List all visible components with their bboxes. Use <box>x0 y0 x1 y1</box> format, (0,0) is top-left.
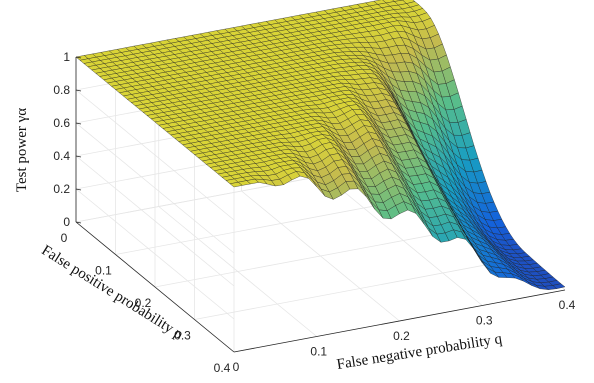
y-tick-label-4: 0.4 <box>214 361 231 375</box>
y-tick-label-0: 0 <box>61 231 68 245</box>
grid-line-yfloor-3 <box>194 257 526 320</box>
surface-mesh <box>75 0 566 290</box>
z-axis-label: Test power γα <box>14 108 30 192</box>
x-axis-line <box>233 289 566 353</box>
z-tick-label-4: 0.8 <box>53 83 70 97</box>
axes <box>75 57 566 353</box>
y-tick-label-2: 0.2 <box>135 296 152 310</box>
z-tick-mark-2 <box>75 155 82 158</box>
z-tick-label-3: 0.6 <box>53 116 70 130</box>
z-tick-mark-1 <box>75 188 82 191</box>
surface-cell <box>552 283 566 289</box>
y-tick-label-3: 0.3 <box>174 329 191 343</box>
x-tick-label-0: 0 <box>233 360 240 374</box>
grid-line-yfloor-2 <box>154 224 487 288</box>
x-tick-label-1: 0.1 <box>310 345 327 359</box>
y-axis-label: False positive probability p <box>38 242 185 342</box>
z-tick-mark-0 <box>75 221 82 224</box>
z-tick-mark-3 <box>75 122 82 125</box>
x-tick-label-2: 0.2 <box>393 329 410 343</box>
x-tick-label-4: 0.4 <box>559 298 576 312</box>
z-tick-mark-5 <box>75 56 82 59</box>
y-axis-line <box>75 221 235 353</box>
x-axis-label: False negative probability q <box>336 331 504 373</box>
x-tick-label-3: 0.3 <box>476 314 493 328</box>
z-tick-label-1: 0.2 <box>53 182 70 196</box>
z-tick-label-5: 1 <box>63 50 70 64</box>
z-tick-label-0: 0 <box>63 215 70 229</box>
z-tick-mark-4 <box>75 89 82 92</box>
y-tick-label-1: 0.1 <box>95 264 112 278</box>
z-tick-label-2: 0.4 <box>53 149 70 163</box>
